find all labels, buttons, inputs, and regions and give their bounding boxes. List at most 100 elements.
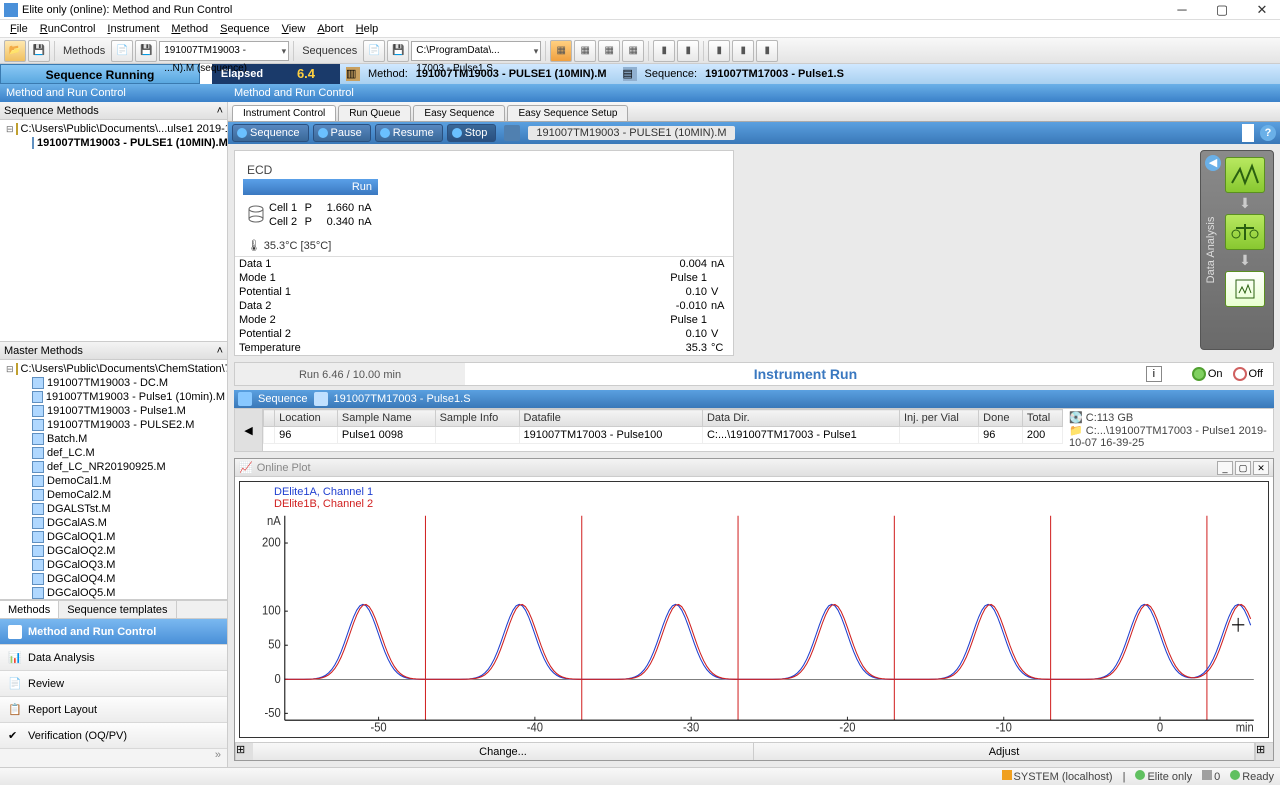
ecd-run-status: Run — [243, 179, 378, 195]
master-method-item[interactable]: DGALSTst.M — [2, 502, 225, 516]
master-method-item[interactable]: Batch.M — [2, 432, 225, 446]
tab-easy-sequence[interactable]: Easy Sequence — [413, 105, 505, 121]
master-method-item[interactable]: DemoCal2.M — [2, 488, 225, 502]
stop-button[interactable]: Stop — [447, 124, 497, 142]
menu-view[interactable]: View — [276, 23, 312, 35]
menu-runcontrol[interactable]: RunControl — [34, 23, 102, 35]
pause-button[interactable]: Pause — [313, 124, 371, 142]
tab-instrument-control[interactable]: Instrument Control — [232, 105, 336, 121]
master-method-item[interactable]: 191007TM19003 - DC.M — [2, 376, 225, 390]
da-report-icon[interactable] — [1225, 271, 1265, 307]
data-analysis-widget: ◀ Data Analysis ⬇ ⬇ — [1200, 150, 1274, 350]
layout4-icon[interactable]: ▦ — [622, 40, 644, 62]
layout1-icon[interactable]: ▦ — [550, 40, 572, 62]
sequence-nav-icon[interactable]: ◀ — [235, 409, 263, 451]
window-title: Elite only (online): Method and Run Cont… — [22, 4, 1168, 16]
tab-easy-sequence-setup[interactable]: Easy Sequence Setup — [507, 105, 628, 121]
menu-instrument[interactable]: Instrument — [101, 23, 165, 35]
tool-d-icon[interactable]: ▮ — [732, 40, 754, 62]
menu-method[interactable]: Method — [165, 23, 214, 35]
menu-file[interactable]: File — [4, 23, 34, 35]
toolbar-open-icon[interactable]: 📂 — [4, 40, 26, 62]
right-content: Instrument ControlRun QueueEasy Sequence… — [228, 102, 1280, 767]
sequence-open-icon[interactable]: 📄 — [363, 40, 385, 62]
menu-sequence[interactable]: Sequence — [214, 23, 276, 35]
da-peak-icon[interactable] — [1225, 157, 1265, 193]
master-method-item[interactable]: def_LC_NR20190925.M — [2, 460, 225, 474]
layout2-icon[interactable]: ▦ — [574, 40, 596, 62]
tab-methods[interactable]: Methods — [0, 601, 59, 618]
off-radio[interactable] — [1233, 367, 1247, 381]
online-plot[interactable]: -50050100200nA-50-40-30-20-100min — [244, 510, 1264, 741]
nav-review[interactable]: 📄Review — [0, 671, 227, 697]
master-method-item[interactable]: 191007TM19003 - PULSE2.M — [2, 418, 225, 432]
master-method-item[interactable]: 191007TM19003 - Pulse1 (10min).M — [2, 390, 225, 404]
ecd-param-row: Data 10.004nA — [235, 257, 733, 271]
minimize-button[interactable]: ─ — [1168, 2, 1196, 18]
master-method-item[interactable]: DGCalOQ4.M — [2, 572, 225, 586]
master-method-item[interactable]: def_LC.M — [2, 446, 225, 460]
da-balance-icon[interactable] — [1225, 214, 1265, 250]
change-button[interactable]: Change... — [253, 743, 754, 760]
running-method-pill: 191007TM19003 - PULSE1 (10MIN).M — [528, 126, 734, 140]
method-save-icon[interactable]: 💾 — [135, 40, 157, 62]
method-open-icon[interactable]: 📄 — [111, 40, 133, 62]
resume-button[interactable]: Resume — [375, 124, 443, 142]
nav-more[interactable]: » — [0, 749, 227, 767]
sequence-save-icon[interactable]: 💾 — [387, 40, 409, 62]
tool-c-icon[interactable]: ▮ — [708, 40, 730, 62]
menu-help[interactable]: Help — [350, 23, 385, 35]
instrument-run-label: Instrument Run — [465, 366, 1146, 382]
da-back-button[interactable]: ◀ — [1205, 155, 1221, 171]
nav-verification[interactable]: ✔Verification (OQ/PV) — [0, 723, 227, 749]
layout3-icon[interactable]: ▦ — [598, 40, 620, 62]
master-root[interactable]: ⊟C:\Users\Public\Documents\ChemStation\7… — [2, 362, 225, 376]
sequence-button[interactable]: Sequence — [232, 124, 309, 142]
nav-report-layout[interactable]: 📋Report Layout — [0, 697, 227, 723]
resume-dot-icon — [380, 128, 390, 138]
collapse-icon[interactable]: ˄ — [217, 102, 223, 119]
on-radio[interactable] — [1192, 367, 1206, 381]
master-method-item[interactable]: DGCalAS.M — [2, 516, 225, 530]
run-time: Run 6.46 / 10.00 min — [235, 363, 465, 385]
plot-adjust-expand[interactable]: ⊞ — [1255, 743, 1273, 760]
adjust-button[interactable]: Adjust — [754, 743, 1255, 760]
report-icon: 📋 — [8, 703, 22, 717]
tool-a-icon[interactable]: ▮ — [653, 40, 675, 62]
folder-icon: 📁 — [1069, 425, 1083, 437]
tab-sequence-templates[interactable]: Sequence templates — [59, 601, 176, 618]
tool-e-icon[interactable]: ▮ — [756, 40, 778, 62]
tree-method-node[interactable]: 191007TM19003 - PULSE1 (10MIN).M — [2, 136, 225, 150]
main-toolbar: 📂 💾 Methods 📄 💾 191007TM19003 - ...N).M … — [0, 38, 1280, 64]
maximize-button[interactable]: ▢ — [1208, 2, 1236, 18]
master-method-item[interactable]: DGCalOQ5.M — [2, 586, 225, 599]
help-button[interactable]: ? — [1260, 125, 1276, 141]
plot-min-icon[interactable]: _ — [1217, 461, 1233, 475]
master-method-item[interactable]: DGCalOQ2.M — [2, 544, 225, 558]
tool-b-icon[interactable]: ▮ — [677, 40, 699, 62]
ecd-param-row: Potential 20.10V — [235, 327, 733, 341]
data-path: C:...\191007TM17003 - Pulse1 2019-10-07 … — [1069, 425, 1267, 449]
menu-abort[interactable]: Abort — [311, 23, 349, 35]
master-method-item[interactable]: DGCalOQ3.M — [2, 558, 225, 572]
disk-space: C:113 GB — [1086, 412, 1134, 424]
master-method-item[interactable]: DGCalOQ1.M — [2, 530, 225, 544]
nav-data-analysis[interactable]: 📊Data Analysis — [0, 645, 227, 671]
svg-text:100: 100 — [262, 603, 281, 618]
master-method-item[interactable]: DemoCal1.M — [2, 474, 225, 488]
ready-icon — [1230, 770, 1240, 780]
tab-run-queue[interactable]: Run Queue — [338, 105, 411, 121]
collapse-icon[interactable]: ˄ — [217, 342, 223, 359]
plot-max-icon[interactable]: ▢ — [1235, 461, 1251, 475]
method-dropdown[interactable]: 191007TM19003 - ...N).M (sequence) — [159, 41, 289, 61]
sequence-dropdown[interactable]: C:\ProgramData\... 17003 - Pulse1.S — [411, 41, 541, 61]
info-button[interactable]: i — [1146, 366, 1162, 382]
toolbar-save-icon[interactable]: 💾 — [28, 40, 50, 62]
plot-change-expand[interactable]: ⊞ — [235, 743, 253, 760]
tree-root[interactable]: ⊟C:\Users\Public\Documents\...ulse1 2019… — [2, 122, 225, 136]
chart-icon: 📊 — [8, 651, 22, 665]
plot-close-icon[interactable]: ✕ — [1253, 461, 1269, 475]
master-method-item[interactable]: 191007TM19003 - Pulse1.M — [2, 404, 225, 418]
close-button[interactable]: ✕ — [1248, 2, 1276, 18]
nav-method-run-control[interactable]: ⚙Method and Run Control — [0, 619, 227, 645]
